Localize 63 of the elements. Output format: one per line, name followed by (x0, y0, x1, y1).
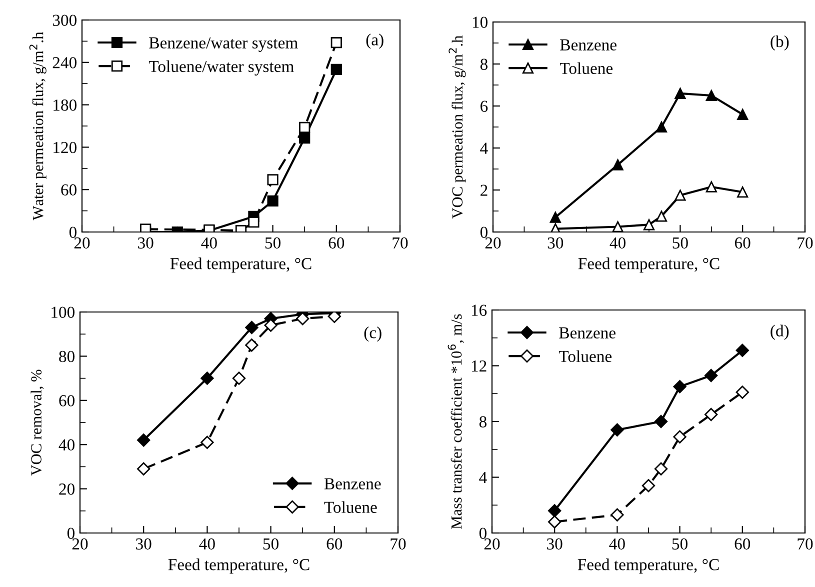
x-tick-label: 50 (265, 237, 280, 249)
x-tick-label: 60 (326, 538, 342, 550)
annotation: (b) (770, 35, 789, 51)
annotation: (a) (366, 34, 384, 49)
y-tick-label: 6 (480, 100, 488, 112)
legend-label: Benzene/water system (149, 37, 298, 52)
legend-label: Benzene (324, 478, 381, 490)
y-axis-title: VOC removal, % (30, 370, 44, 476)
y-tick-label: 8 (479, 416, 487, 428)
legend-label: Toluene (558, 350, 612, 362)
y-tick-label: 0 (69, 226, 77, 238)
x-tick-label: 60 (734, 237, 750, 249)
x-tick-label: 40 (199, 538, 215, 550)
y-tick-label: 40 (58, 439, 75, 451)
legend-label: Benzene (559, 327, 616, 338)
x-axis-title: Feed temperature, °C (170, 258, 312, 273)
annotation: (c) (364, 326, 382, 342)
x-tick-label: 30 (136, 538, 152, 550)
y-tick-label: 2 (480, 184, 488, 196)
y-tick-label: 100 (52, 306, 75, 318)
x-tick-label: 30 (548, 237, 564, 249)
y-tick-label: 240 (52, 57, 77, 68)
x-tick-label: 40 (610, 237, 626, 249)
y-tick-label: 20 (59, 484, 75, 495)
y-tick-label: 12 (472, 360, 486, 372)
x-tick-label: 50 (672, 237, 688, 249)
y-tick-label: 10 (472, 16, 488, 28)
y-tick-label: 0 (480, 226, 488, 238)
x-tick-label: 40 (609, 538, 625, 550)
y-tick-label: 0 (67, 528, 75, 539)
x-tick-label: 60 (734, 538, 750, 550)
x-tick-label: 30 (138, 237, 154, 249)
y-tick-label: 300 (52, 14, 77, 26)
y-tick-label: 4 (479, 472, 487, 484)
y-axis-title: Mass transfer coefficient *10$^{6}$, m/s (448, 314, 464, 529)
y-tick-label: 8 (480, 58, 488, 70)
y-tick-label: 60 (61, 184, 77, 196)
y-tick-label: 180 (54, 100, 77, 111)
x-tick-label: 30 (547, 538, 562, 550)
y-tick-label: 0 (479, 528, 487, 539)
legend-label: Benzene (560, 39, 616, 50)
y-axis-title: VOC permeation flux, g/m$^{2}$.h (448, 35, 466, 219)
x-axis-title: Feed temperature, °C (578, 258, 720, 273)
legend-label: Toluene (560, 62, 613, 74)
y-tick-label: 4 (480, 142, 488, 154)
x-tick-label: 60 (328, 237, 344, 249)
x-tick-label: 70 (392, 237, 408, 249)
legend-label: Toluene (324, 501, 377, 513)
y-tick-label: 16 (472, 304, 487, 316)
annotation: (d) (770, 324, 789, 340)
x-tick-label: 50 (672, 538, 688, 550)
y-tick-label: 60 (59, 395, 75, 406)
x-tick-label: 50 (263, 538, 278, 550)
x-tick-label: 70 (798, 538, 813, 550)
x-axis-title: Feed temperature, °C (168, 558, 310, 574)
x-tick-label: 70 (798, 237, 813, 249)
y-axis-title: Water permeation flux, g/m$^{2}$.h (29, 32, 46, 220)
x-tick-label: 70 (390, 538, 406, 550)
y-tick-label: 80 (59, 350, 75, 362)
y-tick-label: 120 (54, 142, 77, 154)
legend-label: Toluene/water system (148, 60, 294, 76)
x-axis-title: Feed temperature, °C (578, 558, 719, 574)
x-tick-label: 40 (201, 237, 217, 249)
